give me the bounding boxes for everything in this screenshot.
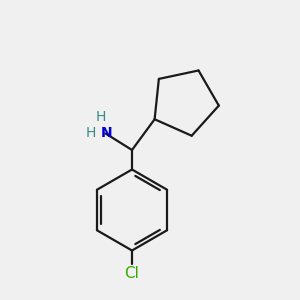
Text: H: H: [95, 110, 106, 124]
Text: Cl: Cl: [124, 266, 140, 280]
Text: H: H: [85, 127, 96, 140]
Text: N: N: [100, 127, 112, 140]
